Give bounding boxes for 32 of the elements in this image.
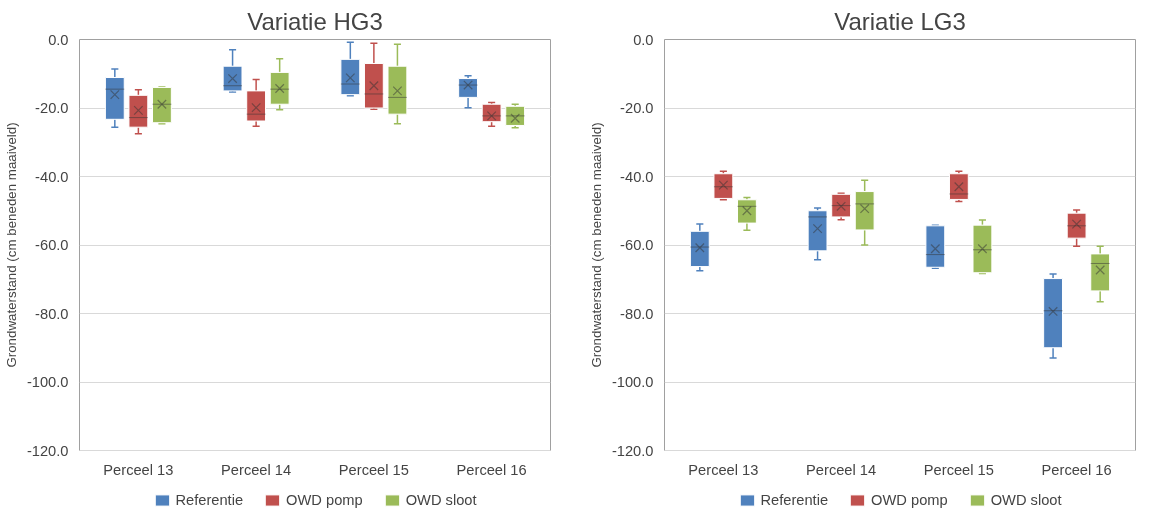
y-tick-label: -60.0	[35, 237, 69, 253]
y-tick-label: -40.0	[35, 168, 69, 185]
chart-title: Variatie HG3	[247, 7, 383, 35]
x-tick-label: Perceel 14	[221, 461, 292, 478]
legend-label: OWD sloot	[405, 492, 477, 508]
y-tick-label: -100.0	[611, 374, 654, 390]
y-tick-label: -60.0	[620, 237, 654, 253]
legend-label: OWD pomp	[286, 492, 363, 508]
legend-label: Referentie	[175, 492, 244, 508]
x-tick-label: Perceel 16	[1041, 461, 1112, 478]
x-tick-label: Perceel 15	[338, 461, 409, 478]
x-tick-label: Perceel 16	[456, 461, 527, 478]
legend-label: OWD pomp	[871, 492, 948, 508]
y-tick-label: 0.0	[48, 31, 69, 48]
y-tick-label: -80.0	[620, 305, 654, 322]
legend-label: OWD sloot	[990, 492, 1062, 508]
y-tick-label: -40.0	[620, 168, 654, 185]
y-axis-title: Grondwaterstand (cm beneden maaiveld)	[3, 122, 19, 368]
y-tick-label: -80.0	[35, 305, 69, 322]
chart-title: Variatie LG3	[834, 7, 966, 35]
x-tick-label: Perceel 13	[688, 461, 759, 478]
legend-label: Referentie	[760, 492, 829, 508]
x-tick-label: Perceel 13	[103, 461, 174, 478]
y-tick-label: -120.0	[611, 442, 654, 459]
y-axis-title: Grondwaterstand (cm beneden maaiveld)	[588, 122, 604, 368]
y-tick-label: -120.0	[26, 442, 69, 459]
x-tick-label: Perceel 15	[923, 461, 994, 478]
y-tick-label: -20.0	[35, 100, 69, 116]
y-tick-label: -20.0	[620, 100, 654, 116]
x-tick-label: Perceel 14	[806, 461, 877, 478]
y-tick-label: -100.0	[26, 374, 69, 390]
y-tick-label: 0.0	[633, 31, 654, 48]
